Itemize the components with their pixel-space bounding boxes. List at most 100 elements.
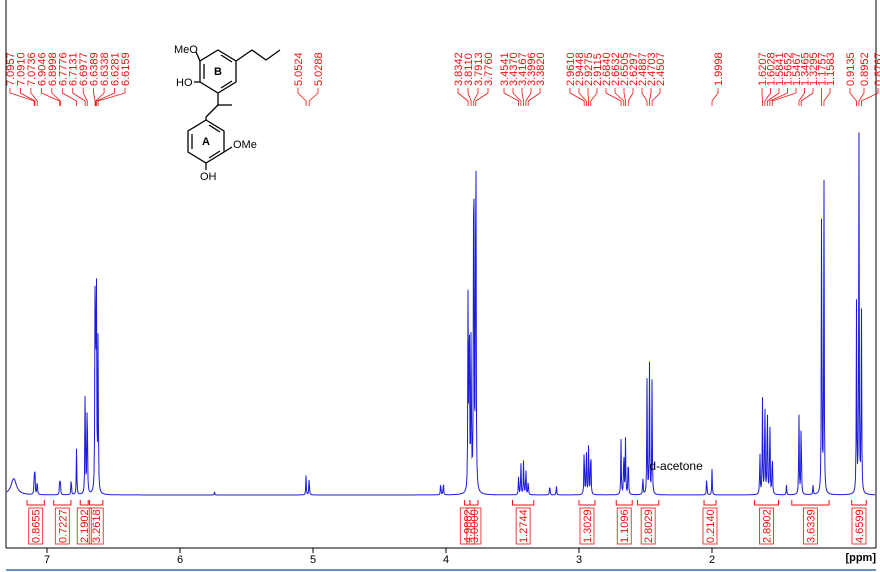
peak-labels: 7.09577.09107.07366.90466.89986.77766.71… (5, 52, 880, 106)
structure-labels: MeO HO B A OMe OH (174, 44, 257, 183)
peak-label-connector (771, 88, 797, 106)
peak-label-connector (823, 88, 831, 106)
x-tick-label: 4 (443, 554, 449, 566)
x-axis-ticks: 7 6 5 4 3 2 (44, 548, 715, 566)
peak-label: 1.6207 (757, 52, 769, 86)
peak-label-connector (649, 88, 652, 106)
integral-value: 0.7227 (57, 509, 69, 543)
integral-bracket (615, 500, 633, 506)
peak-label-connector (9, 88, 35, 106)
peak-label-connector (457, 88, 469, 106)
peak-label-connector (605, 88, 622, 106)
peak-label-connector (97, 88, 126, 106)
peak-label-connector (578, 88, 587, 106)
chemical-structure (187, 49, 281, 170)
integral-bracket (851, 500, 867, 506)
peak-label: 7.0957 (5, 52, 17, 86)
oh-label-bottom: OH (200, 171, 217, 183)
peak-label: 1.5841 (774, 52, 786, 86)
peak-label: 2.6840 (601, 52, 613, 86)
peak-label: 6.7131 (68, 52, 80, 86)
integral-value: 4.9882 (462, 509, 474, 543)
peak-label-connector (93, 88, 96, 106)
peak-label-connector (503, 88, 520, 106)
peak-label-connector (473, 88, 479, 106)
meo-bond-top (195, 51, 201, 62)
integral-value-box (702, 507, 718, 545)
ome-bond-bottom (223, 146, 233, 153)
propyl-chain (235, 49, 281, 62)
peak-label-connector (20, 88, 36, 106)
ring-b-label: B (214, 66, 222, 78)
integral-value-box (640, 507, 656, 545)
x-axis-unit-label: [ppm] (845, 552, 876, 564)
peak-label: 5.0524 (293, 52, 305, 86)
integral-value: 1.1096 (619, 509, 631, 543)
integral-bracket (26, 500, 45, 506)
peak-label-connector (72, 88, 86, 106)
peak-label-connector (467, 88, 472, 106)
integral-value-box (803, 507, 818, 545)
integral-value-box (28, 507, 44, 545)
peak-label-connector (651, 88, 661, 106)
peak-label-connector (590, 88, 598, 106)
peak-label: 3.8342 (453, 52, 465, 86)
peak-label-connector (30, 88, 38, 106)
meo-label-top: MeO (174, 44, 198, 56)
integral-value: 2.8029 (643, 509, 655, 543)
peak-label: 7.0910 (15, 52, 27, 86)
peak-label: 2.4507 (655, 52, 667, 86)
peak-label: 1.1757 (817, 52, 829, 86)
peak-label: 3.7760 (483, 52, 495, 86)
integral-value-box (54, 507, 70, 545)
peak-label-connector (95, 88, 105, 106)
integral-bracket (79, 500, 89, 506)
peak-label: 3.3996 (526, 52, 538, 86)
integral-value-box (466, 507, 482, 545)
integral-value-box (579, 507, 595, 545)
peak-label: 3.4541 (499, 52, 511, 86)
peak-label-connector (527, 88, 541, 106)
peak-label: 1.3295 (808, 52, 820, 86)
peak-label-connector (764, 88, 771, 106)
ring-a-double-bond (208, 150, 221, 159)
peak-label: 3.3820 (535, 52, 547, 86)
integral-value: 3.0000 (469, 509, 481, 543)
integral-value-box (88, 507, 104, 545)
peak-label-connector (858, 88, 865, 106)
peak-label: 2.9610 (565, 52, 577, 86)
peak-label: 6.6281 (110, 52, 122, 86)
integral-value-box (851, 507, 867, 545)
peak-label: 3.4167 (517, 52, 529, 86)
x-tick-label: 3 (576, 554, 582, 566)
x-tick-label: 6 (177, 554, 183, 566)
peak-label-connector (798, 88, 805, 106)
peak-label-connector (96, 88, 115, 106)
integral-bracket (791, 500, 830, 506)
peak-label: 6.6389 (89, 52, 101, 86)
integral-bracket (89, 500, 104, 506)
peak-label: 2.9448 (574, 52, 586, 86)
peak-label-connector (569, 88, 585, 106)
integral-value: 0.8655 (31, 509, 43, 543)
integral-value-box (759, 507, 774, 545)
peak-label-connector (800, 88, 814, 106)
peak-label-connector (61, 88, 77, 106)
peak-label-connector (614, 88, 625, 106)
integral-value: 2.1902 (79, 509, 91, 543)
peak-label: 2.6505 (619, 52, 631, 86)
peak-label-connector (587, 88, 590, 106)
peak-label-connector (769, 88, 788, 106)
integral-bracket (578, 500, 596, 506)
integral-bracket (637, 500, 660, 506)
integral-value-box (515, 507, 531, 545)
peak-label: 1.5467 (791, 52, 803, 86)
peak-label-connector (40, 88, 61, 106)
peak-label: 2.9115 (592, 53, 604, 86)
ring-b-double-bond (220, 54, 233, 63)
peak-label: 0.8952 (859, 52, 871, 86)
x-tick-label: 7 (44, 554, 50, 566)
peak-label: 6.6977 (78, 52, 90, 86)
